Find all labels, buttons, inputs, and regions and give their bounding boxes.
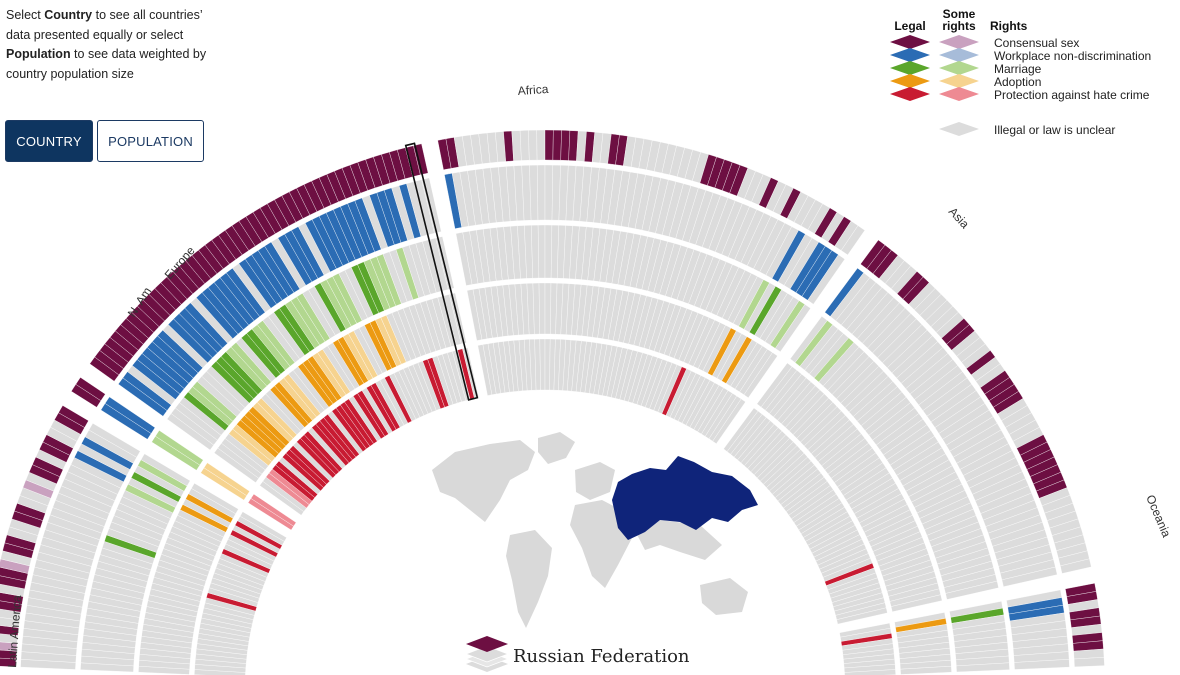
country-cell[interactable] <box>836 607 888 625</box>
country-cell[interactable] <box>552 129 562 161</box>
country-cell[interactable] <box>840 225 866 256</box>
country-cell[interactable] <box>743 352 778 399</box>
greenland-shape <box>538 432 575 464</box>
legend-some-rights-swatch <box>939 48 979 62</box>
region-label-africa: Africa <box>517 82 549 98</box>
country-cell[interactable] <box>544 338 551 391</box>
country-cell[interactable] <box>58 405 89 428</box>
selected-country-icon <box>464 636 510 672</box>
country-cell[interactable] <box>529 164 539 221</box>
country-cell[interactable] <box>807 254 846 305</box>
country-cell[interactable] <box>191 482 239 514</box>
legend-swatches <box>890 35 979 136</box>
legend-legal-swatch <box>890 35 930 49</box>
legend-illegal-swatch <box>939 122 979 136</box>
country-cell[interactable] <box>1073 657 1105 668</box>
country-cell[interactable] <box>1060 558 1092 574</box>
country-cell[interactable] <box>945 580 999 600</box>
legend-header-some-line1: Some <box>942 7 976 21</box>
legend-some-rights-swatch <box>939 87 979 101</box>
country-cell[interactable] <box>560 130 571 161</box>
intro-text-3: to see data weighted by country populati… <box>6 47 207 81</box>
country-cell[interactable] <box>1001 566 1058 587</box>
stack-layer-top <box>466 636 508 652</box>
country-cell[interactable] <box>511 130 522 162</box>
region-label-oceania: Oceania <box>1143 493 1173 540</box>
country-cell[interactable] <box>140 453 191 487</box>
legend-legal-swatch <box>890 87 930 101</box>
legend-label-hate-crime: Protection against hate crime <box>994 88 1150 102</box>
legend-some-rights-swatch <box>939 35 979 49</box>
country-cell[interactable] <box>712 398 746 444</box>
intro-text-1: Select <box>6 8 45 22</box>
country-cell[interactable] <box>88 423 141 458</box>
legend-swatch-group <box>890 35 979 136</box>
selected-country-marker[interactable] <box>404 142 479 401</box>
country-cell[interactable] <box>104 396 156 434</box>
selected-country-label: Russian Federation <box>513 646 690 667</box>
country-cell[interactable] <box>956 662 1010 673</box>
legend-header-legal: Legal <box>894 19 926 33</box>
country-cell[interactable] <box>239 511 287 542</box>
country-cell[interactable] <box>155 430 204 466</box>
legend-legal-swatch <box>890 61 930 75</box>
region-label-latin-america: Latin America <box>5 594 24 668</box>
country-cell[interactable] <box>844 669 896 675</box>
country-cell[interactable] <box>538 282 546 335</box>
country-cell[interactable] <box>537 164 546 221</box>
legend-some-rights-swatch <box>939 61 979 75</box>
intro-population-word: Population <box>6 47 71 61</box>
country-cell[interactable] <box>539 338 546 391</box>
legend: Legal Some rights Rights Consensual sex … <box>880 6 1175 146</box>
south-america-shape <box>506 530 552 628</box>
europe-shape <box>575 462 615 500</box>
australia-shape <box>700 578 748 615</box>
legend-header-rights: Rights <box>990 19 1028 33</box>
legend-label-illegal: Illegal or law is unclear <box>994 123 1116 137</box>
legend-label-consensual-sex: Consensual sex <box>994 36 1080 50</box>
country-cell[interactable] <box>75 377 106 401</box>
country-cell[interactable] <box>528 129 538 161</box>
legend-header-some-rights: Some rights <box>936 8 982 32</box>
country-cell[interactable] <box>203 462 250 496</box>
country-cell[interactable] <box>890 594 943 613</box>
country-cell[interactable] <box>1014 659 1070 670</box>
country-cell[interactable] <box>537 224 546 279</box>
country-cell[interactable] <box>536 129 546 161</box>
country-cell[interactable] <box>544 129 554 161</box>
country-cell[interactable] <box>775 304 811 353</box>
legend-label-marriage: Marriage <box>994 62 1042 76</box>
legend-legal-swatch <box>890 48 930 62</box>
country-cell[interactable] <box>544 164 553 221</box>
region-label-asia: Asia <box>946 204 972 231</box>
country-cell[interactable] <box>250 493 297 527</box>
intro-text-2: to see all countries’ data presented equ… <box>6 8 203 42</box>
rights-bands <box>0 129 1105 675</box>
russia-shape <box>612 456 758 540</box>
africa-shape <box>570 500 632 588</box>
north-america-shape <box>432 440 535 522</box>
legend-header-some-line2: rights <box>942 19 976 33</box>
legend-legal-swatch <box>890 74 930 88</box>
country-cell[interactable] <box>519 130 530 161</box>
legend-some-rights-swatch <box>939 74 979 88</box>
intro-text: Select Country to see all countries’ dat… <box>6 6 211 84</box>
population-button[interactable]: POPULATION <box>97 120 204 162</box>
legend-label-adoption: Adoption <box>994 75 1042 89</box>
legend-label-workplace: Workplace non-discrimination <box>994 49 1152 63</box>
asia-shape <box>632 520 722 560</box>
country-cell[interactable] <box>544 224 553 279</box>
country-button[interactable]: COUNTRY <box>5 120 93 162</box>
world-map <box>432 432 758 628</box>
country-cell[interactable] <box>544 282 552 335</box>
intro-country-word: Country <box>44 8 93 22</box>
